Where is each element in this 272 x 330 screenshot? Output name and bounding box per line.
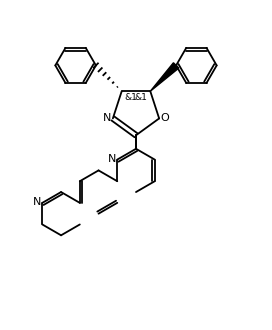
Text: N: N <box>103 114 111 123</box>
Polygon shape <box>150 63 179 91</box>
Text: N: N <box>33 197 41 207</box>
Text: &1: &1 <box>135 93 148 102</box>
Text: &1: &1 <box>124 93 137 102</box>
Text: N: N <box>108 153 116 163</box>
Text: O: O <box>161 114 169 123</box>
